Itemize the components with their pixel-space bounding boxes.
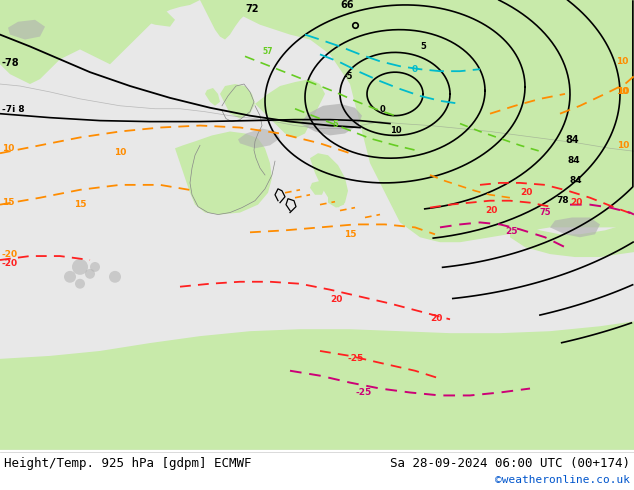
Text: 20: 20 xyxy=(485,205,498,215)
Circle shape xyxy=(64,271,76,283)
Text: 15: 15 xyxy=(344,230,356,239)
Polygon shape xyxy=(510,220,634,257)
Text: Sa 28-09-2024 06:00 UTC (00+174): Sa 28-09-2024 06:00 UTC (00+174) xyxy=(390,457,630,470)
Polygon shape xyxy=(550,218,600,237)
Polygon shape xyxy=(8,20,45,40)
Polygon shape xyxy=(200,0,260,40)
Text: 10: 10 xyxy=(617,87,630,96)
Text: 72: 72 xyxy=(245,4,259,14)
Text: 15: 15 xyxy=(74,199,86,209)
Polygon shape xyxy=(300,104,362,135)
Circle shape xyxy=(85,269,95,279)
Text: 10: 10 xyxy=(114,148,126,157)
Text: 75: 75 xyxy=(540,208,552,217)
Text: 10: 10 xyxy=(616,57,628,66)
Text: 66: 66 xyxy=(340,0,354,10)
Text: 10: 10 xyxy=(616,87,628,96)
Text: 25: 25 xyxy=(505,227,517,236)
Polygon shape xyxy=(290,0,634,242)
Text: -5: -5 xyxy=(344,72,354,81)
Polygon shape xyxy=(255,79,325,138)
Text: 20: 20 xyxy=(520,188,533,197)
Text: 84: 84 xyxy=(565,135,579,146)
Polygon shape xyxy=(220,84,255,119)
Text: 20: 20 xyxy=(570,197,583,207)
Text: 5: 5 xyxy=(420,43,426,51)
Text: 57: 57 xyxy=(262,48,273,56)
Text: 10: 10 xyxy=(2,144,15,153)
Polygon shape xyxy=(0,321,634,450)
Polygon shape xyxy=(0,0,200,84)
Text: 84: 84 xyxy=(568,156,581,165)
Polygon shape xyxy=(310,181,325,195)
Text: -25: -25 xyxy=(355,389,372,397)
Circle shape xyxy=(72,259,88,275)
Polygon shape xyxy=(130,7,175,26)
Text: -20: -20 xyxy=(2,250,18,259)
Text: 20: 20 xyxy=(430,314,443,323)
Text: 10: 10 xyxy=(617,141,630,150)
Text: 5: 5 xyxy=(332,120,338,128)
Text: -78: -78 xyxy=(2,58,20,68)
Text: 84: 84 xyxy=(570,176,583,185)
Circle shape xyxy=(75,279,85,289)
Text: 78: 78 xyxy=(556,196,569,205)
Text: 20: 20 xyxy=(330,294,342,303)
Circle shape xyxy=(109,271,121,283)
Text: 0: 0 xyxy=(412,65,418,74)
Polygon shape xyxy=(200,0,634,45)
Text: ©weatheronline.co.uk: ©weatheronline.co.uk xyxy=(495,475,630,485)
Text: -20: -20 xyxy=(2,259,18,268)
Text: Height/Temp. 925 hPa [gdpm] ECMWF: Height/Temp. 925 hPa [gdpm] ECMWF xyxy=(4,457,252,470)
Polygon shape xyxy=(328,195,345,208)
Text: 15: 15 xyxy=(2,197,15,207)
Polygon shape xyxy=(310,153,348,208)
Polygon shape xyxy=(400,155,470,205)
Polygon shape xyxy=(175,131,272,215)
Polygon shape xyxy=(238,128,280,148)
Circle shape xyxy=(90,262,100,272)
Text: -25: -25 xyxy=(348,354,365,363)
Text: -7i 8: -7i 8 xyxy=(2,105,25,114)
Text: 0: 0 xyxy=(380,105,385,114)
Text: 10: 10 xyxy=(390,126,401,135)
Polygon shape xyxy=(205,88,220,106)
